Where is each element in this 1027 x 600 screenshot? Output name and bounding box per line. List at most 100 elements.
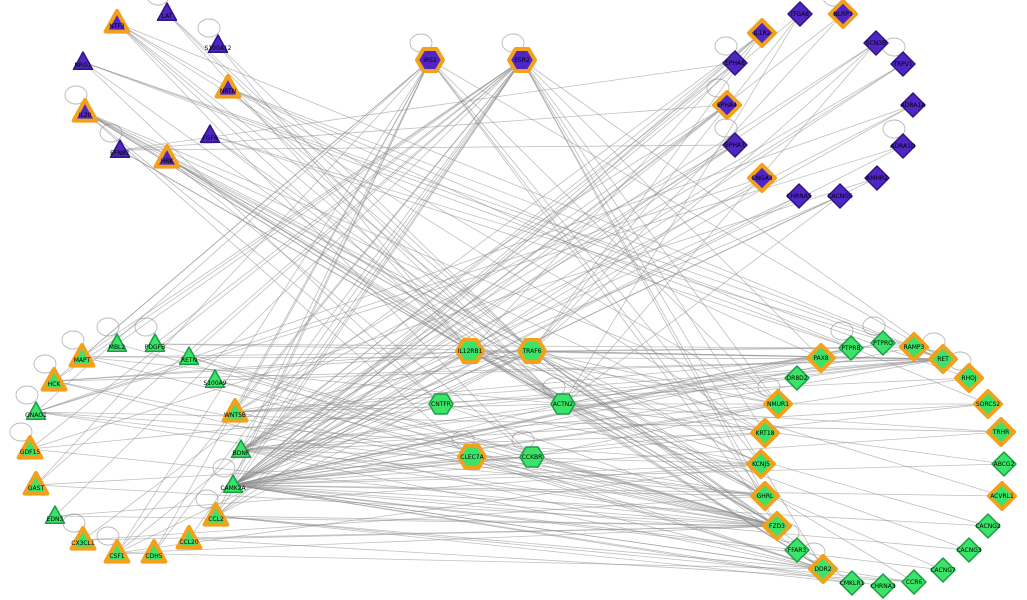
node-CHRNA3[interactable]: CHRNA3	[870, 573, 896, 599]
node-shape-triangle[interactable]	[103, 9, 131, 34]
node-ITGA8[interactable]: ITGA8	[787, 1, 813, 27]
node-shape-diamond[interactable]	[747, 163, 777, 193]
node-shape-triangle[interactable]	[202, 502, 230, 527]
node-shape-diamond[interactable]	[956, 537, 982, 563]
node-shape-diamond[interactable]	[787, 1, 813, 27]
node-shape-diamond[interactable]	[828, 0, 858, 29]
node-CSF1[interactable]: CSF1	[103, 539, 131, 564]
node-NTF3[interactable]: NTF3	[103, 9, 131, 34]
node-shape-diamond[interactable]	[899, 332, 929, 362]
node-SORCS2[interactable]: SORCS2	[973, 389, 1003, 419]
node-shape-diamond[interactable]	[746, 449, 776, 479]
node-shape-diamond[interactable]	[722, 50, 748, 76]
node-HRK[interactable]: HRK	[153, 144, 181, 169]
node-CNTFR[interactable]: CNTFR	[428, 393, 454, 415]
node-AMHR2[interactable]: AMHR2	[864, 165, 890, 191]
node-MAPT[interactable]: MAPT	[68, 343, 96, 368]
node-NRTN[interactable]: NRTN	[214, 74, 242, 99]
node-CX3CL1[interactable]: CX3CL1	[69, 526, 97, 551]
node-PDGFB[interactable]: PDGFB	[144, 333, 166, 352]
node-RET[interactable]: RET	[928, 344, 958, 374]
node-shape-triangle[interactable]	[16, 435, 44, 460]
node-shape-diamond[interactable]	[975, 513, 1001, 539]
node-CACNG2[interactable]: CACNG2	[975, 513, 1001, 539]
node-shape-diamond[interactable]	[890, 133, 916, 159]
node-shape-triangle[interactable]	[175, 525, 203, 550]
node-S100A9[interactable]: S100A9	[203, 369, 227, 388]
node-shape-triangle[interactable]	[68, 343, 96, 368]
node-shape-triangle[interactable]	[140, 539, 168, 564]
node-shape-diamond[interactable]	[870, 573, 896, 599]
node-shape-hexagon[interactable]	[519, 446, 545, 468]
node-CACNG5[interactable]: CACNG5	[827, 183, 853, 209]
node-GDF15[interactable]: GDF15	[16, 435, 44, 460]
node-shape-triangle[interactable]	[103, 539, 131, 564]
node-WNT5B[interactable]: WNT5B	[221, 398, 249, 423]
node-CDH5[interactable]: CDH5	[140, 539, 168, 564]
node-shape-diamond[interactable]	[750, 418, 780, 448]
node-shape-diamond[interactable]	[827, 183, 853, 209]
node-shape-diamond[interactable]	[973, 389, 1003, 419]
node-shape-diamond[interactable]	[954, 363, 984, 393]
node-shape-diamond[interactable]	[870, 330, 896, 356]
node-CCL20[interactable]: CCL20	[175, 525, 203, 550]
node-shape-diamond[interactable]	[986, 417, 1016, 447]
node-shape-diamond[interactable]	[762, 511, 792, 541]
node-shape-triangle[interactable]	[230, 439, 252, 458]
node-shape-diamond[interactable]	[900, 92, 926, 118]
node-CCR6[interactable]: CCR6	[901, 569, 927, 595]
node-shape-diamond[interactable]	[987, 481, 1017, 511]
node-CLEC7A[interactable]: CLEC7A	[457, 444, 487, 470]
node-ACTN2[interactable]: ACTN2	[550, 393, 576, 415]
node-RHOJ[interactable]: RHOJ	[954, 363, 984, 393]
node-LAT[interactable]: LAT	[156, 2, 178, 21]
node-shape-diamond[interactable]	[838, 335, 864, 361]
node-shape-diamond[interactable]	[806, 343, 836, 373]
node-shape-triangle[interactable]	[69, 526, 97, 551]
node-ADRA1A[interactable]: ADRA1A	[900, 92, 927, 118]
node-shape-diamond[interactable]	[864, 165, 890, 191]
node-shape-diamond[interactable]	[930, 557, 956, 583]
node-IL1R2[interactable]: IL1R2	[747, 18, 777, 48]
node-TRAF6[interactable]: TRAF6	[517, 338, 547, 364]
node-shape-triangle[interactable]	[153, 144, 181, 169]
node-NRG1[interactable]: NRG1	[72, 51, 94, 70]
node-shape-triangle[interactable]	[25, 401, 47, 420]
node-NLRP3[interactable]: NLRP3	[828, 0, 858, 29]
node-shape-diamond[interactable]	[784, 365, 810, 391]
node-shape-triangle[interactable]	[44, 505, 66, 524]
node-ABCG2[interactable]: ABCG2	[991, 451, 1017, 477]
node-shape-diamond[interactable]	[839, 570, 865, 596]
node-shape-diamond[interactable]	[722, 132, 748, 158]
node-shape-triangle[interactable]	[204, 369, 226, 388]
node-shape-hexagon[interactable]	[517, 338, 547, 364]
node-shape-diamond[interactable]	[863, 30, 889, 56]
node-shape-triangle[interactable]	[156, 2, 178, 21]
node-EFNB1[interactable]: EFNB1	[109, 139, 131, 158]
node-shape-triangle[interactable]	[72, 51, 94, 70]
node-shape-triangle[interactable]	[144, 333, 166, 352]
node-shape-triangle[interactable]	[22, 471, 50, 496]
node-shape-hexagon[interactable]	[415, 47, 445, 73]
node-shape-triangle[interactable]	[222, 474, 244, 493]
node-shape-diamond[interactable]	[991, 451, 1017, 477]
node-KRT18[interactable]: KRT18	[750, 418, 780, 448]
node-S100A12[interactable]: S100A12	[205, 34, 232, 53]
node-ESR2[interactable]: ESR2	[507, 47, 537, 73]
node-shape-hexagon[interactable]	[550, 393, 576, 415]
node-shape-diamond[interactable]	[786, 183, 812, 209]
node-shape-diamond[interactable]	[784, 537, 810, 563]
node-EDN3[interactable]: EDN3	[44, 505, 66, 524]
node-shape-triangle[interactable]	[109, 139, 131, 158]
node-shape-hexagon[interactable]	[457, 444, 487, 470]
node-CACNG3[interactable]: CACNG3	[956, 537, 982, 563]
node-shape-triangle[interactable]	[199, 124, 221, 143]
node-shape-hexagon[interactable]	[455, 338, 485, 364]
node-CCKBR[interactable]: CCKBR	[519, 446, 545, 468]
node-shape-diamond[interactable]	[712, 90, 742, 120]
node-RAMP3[interactable]: RAMP3	[899, 332, 929, 362]
node-shape-hexagon[interactable]	[507, 47, 537, 73]
node-shape-diamond[interactable]	[808, 554, 838, 584]
